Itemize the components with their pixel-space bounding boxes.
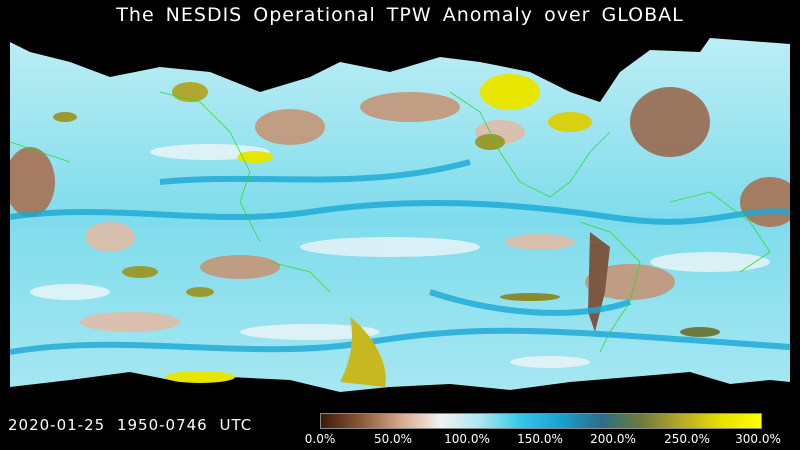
colorbar-label-6: 300.0% [735,432,781,446]
coastlines [10,91,771,353]
nodata-region-north [10,32,790,102]
map-timestamp: 2020-01-25 1950-0746 UTC [8,416,253,434]
colorbar-label-5: 250.0% [664,432,710,446]
colorbar-label-4: 200.0% [590,432,636,446]
tpw-anomaly-map [10,32,790,407]
colorbar-label-1: 50.0% [373,432,413,446]
colorbar-label-2: 100.0% [444,432,490,446]
colorbar-label-3: 150.0% [517,432,563,446]
colorbar [320,413,762,429]
colorbar-label-0: 0.0% [304,432,336,446]
map-title: The NESDIS Operational TPW Anomaly over … [116,4,684,26]
